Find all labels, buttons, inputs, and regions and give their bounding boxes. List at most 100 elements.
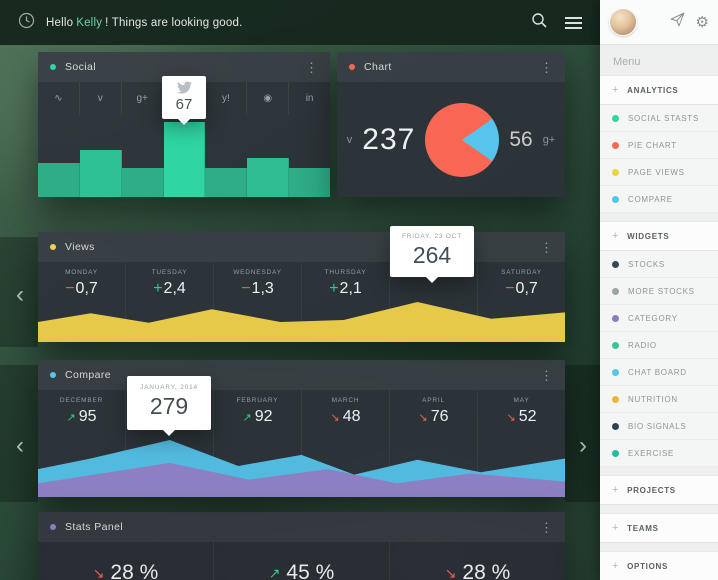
user-name: Kelly — [76, 16, 103, 29]
day-value: +2,1 — [302, 280, 389, 298]
compare-column: MARCH ↘ 48 — [302, 390, 390, 497]
panel-accent-dot — [50, 244, 56, 250]
sidebar-item-options[interactable]: + OPTIONS — [600, 551, 718, 580]
pulse-icon[interactable]: ∿ — [38, 82, 80, 115]
value-sign: − — [505, 280, 515, 297]
stat-value: 28 % — [110, 561, 159, 580]
stat-value: 28 % — [462, 561, 511, 580]
avatar[interactable] — [609, 8, 637, 36]
gear-icon[interactable]: ⚙ — [695, 13, 709, 31]
color-dot-icon — [612, 368, 619, 376]
kebab-menu-icon[interactable]: ⋮ — [540, 367, 553, 383]
views-column: SATURDAY −0,7 — [478, 262, 565, 342]
sidebar-item-projects[interactable]: + PROJECTS — [600, 475, 718, 505]
views-panel: Views ⋮ MONDAY −0,7 TUESDAY +2,4 WEDNESD… — [38, 226, 565, 342]
sidebar-item-label: EXERCISE — [628, 448, 675, 458]
sidebar-item-label: STOCKS — [628, 259, 665, 269]
kebab-menu-icon[interactable]: ⋮ — [540, 239, 553, 255]
chart-left-value: 237 — [362, 122, 416, 156]
compare-column: APRIL ↘ 76 — [390, 390, 478, 497]
compare-column-highlighted — [126, 390, 214, 497]
search-icon[interactable] — [531, 12, 548, 34]
month-label: MARCH — [331, 397, 360, 404]
vimeo-icon[interactable]: v — [80, 82, 122, 115]
hamburger-menu-icon[interactable] — [565, 16, 582, 29]
sidebar-item-label: NUTRITION — [628, 394, 678, 404]
views-column: MONDAY −0,7 — [38, 262, 126, 342]
social-bar — [205, 168, 248, 197]
trend-arrow-icon: ↘ — [418, 412, 428, 424]
linkedin-icon[interactable]: in — [305, 93, 314, 104]
views-column: THURSDAY +2,1 — [302, 262, 390, 342]
sidebar-item-teams[interactable]: + TEAMS — [600, 513, 718, 543]
compare-columns: DECEMBER ↗ 95 FEBRUARY ↗ 92 MARCH ↘ 48 APRI… — [38, 390, 565, 497]
greeting-text: Hello Kelly! Things are looking good. — [46, 17, 242, 29]
tooltip-label: JANUARY, 2014 — [140, 384, 198, 391]
social-bar — [121, 168, 164, 197]
value-number: 52 — [518, 408, 537, 425]
sidebar-item-pie-chart[interactable]: PIE CHART — [600, 132, 718, 159]
day-value: −0,7 — [478, 280, 565, 298]
month-label: APRIL — [422, 397, 445, 404]
day-label: TUESDAY — [151, 269, 188, 276]
color-dot-icon — [612, 422, 619, 430]
send-icon[interactable] — [670, 12, 685, 32]
sidebar-item-label: PROJECTS — [627, 485, 676, 495]
stat-column: ↘ 28 % — [390, 542, 565, 580]
month-value: ↘ 48 — [302, 408, 389, 426]
sidebar-item-widgets[interactable]: + WIDGETS — [600, 221, 718, 251]
social-bars — [38, 115, 331, 197]
sidebar-item-label: MORE STOCKS — [628, 286, 695, 296]
kebab-menu-icon[interactable]: ⋮ — [540, 59, 553, 75]
views-carousel-track — [0, 237, 38, 347]
value-number: 48 — [342, 408, 361, 425]
panel-title: Stats Panel — [65, 521, 124, 533]
sidebar-item-page-views[interactable]: PAGE VIEWS — [600, 159, 718, 186]
compare-next-button[interactable]: › — [579, 432, 587, 459]
views-area-chart-wrap — [38, 302, 565, 342]
sidebar-item-label: WIDGETS — [627, 231, 670, 241]
trend-arrow-icon: ↘ — [92, 564, 105, 580]
sidebar-item-stocks[interactable]: STOCKS — [600, 251, 718, 278]
sidebar-item-label: COMPARE — [628, 194, 673, 204]
clock-icon — [18, 12, 35, 34]
trend-arrow-icon: ↘ — [330, 412, 340, 424]
kebab-menu-icon[interactable]: ⋮ — [540, 519, 553, 535]
sidebar-item-radio[interactable]: RADIO — [600, 332, 718, 359]
greeting-suffix: ! Things are looking good. — [105, 16, 243, 29]
sidebar-item-more-stocks[interactable]: MORE STOCKS — [600, 278, 718, 305]
compare-area-chart — [38, 439, 565, 497]
stat-column: ↘ 28 % — [38, 542, 214, 580]
color-dot-icon — [612, 314, 619, 322]
sidebar-item-label: PAGE VIEWS — [628, 167, 685, 177]
social-bar — [289, 168, 331, 197]
google-plus-icon[interactable]: g+ — [122, 82, 164, 115]
chart-right-value: 56 — [509, 127, 533, 151]
sidebar-item-social-stasts[interactable]: SOCIAL STASTS — [600, 105, 718, 132]
month-value: ↗ 95 — [38, 408, 125, 426]
sidebar-item-exercise[interactable]: EXERCISE — [600, 440, 718, 467]
sidebar-item-bio-signals[interactable]: BIO SIGNALS — [600, 413, 718, 440]
google-plus-icon: g+ — [542, 133, 556, 146]
social-bar — [79, 150, 122, 197]
sidebar-item-category[interactable]: CATEGORY — [600, 305, 718, 332]
dribbble-icon[interactable]: ◉ — [247, 82, 290, 115]
views-column: WEDNESDAY −1,3 — [214, 262, 302, 342]
yahoo-icon[interactable]: y! — [205, 82, 248, 115]
sidebar: ⚙ Menu + ANALYTICS SOCIAL STASTS PIE CHA… — [600, 0, 718, 580]
kebab-menu-icon[interactable]: ⋮ — [305, 59, 318, 75]
color-dot-icon — [612, 395, 619, 403]
color-dot-icon — [612, 287, 619, 295]
sidebar-item-chat-board[interactable]: CHAT BOARD — [600, 359, 718, 386]
sidebar-item-label: RADIO — [628, 340, 657, 350]
color-dot-icon — [612, 341, 619, 349]
sidebar-item-compare[interactable]: COMPARE — [600, 186, 718, 213]
panel-accent-dot — [50, 524, 56, 530]
day-label: SATURDAY — [501, 269, 542, 276]
views-prev-button[interactable]: ‹ — [16, 281, 24, 308]
compare-column: FEBRUARY ↗ 92 — [214, 390, 302, 497]
sidebar-item-analytics[interactable]: + ANALYTICS — [600, 75, 718, 105]
compare-prev-button[interactable]: ‹ — [16, 432, 24, 459]
sidebar-item-nutrition[interactable]: NUTRITION — [600, 386, 718, 413]
views-column: TUESDAY +2,4 — [126, 262, 214, 342]
